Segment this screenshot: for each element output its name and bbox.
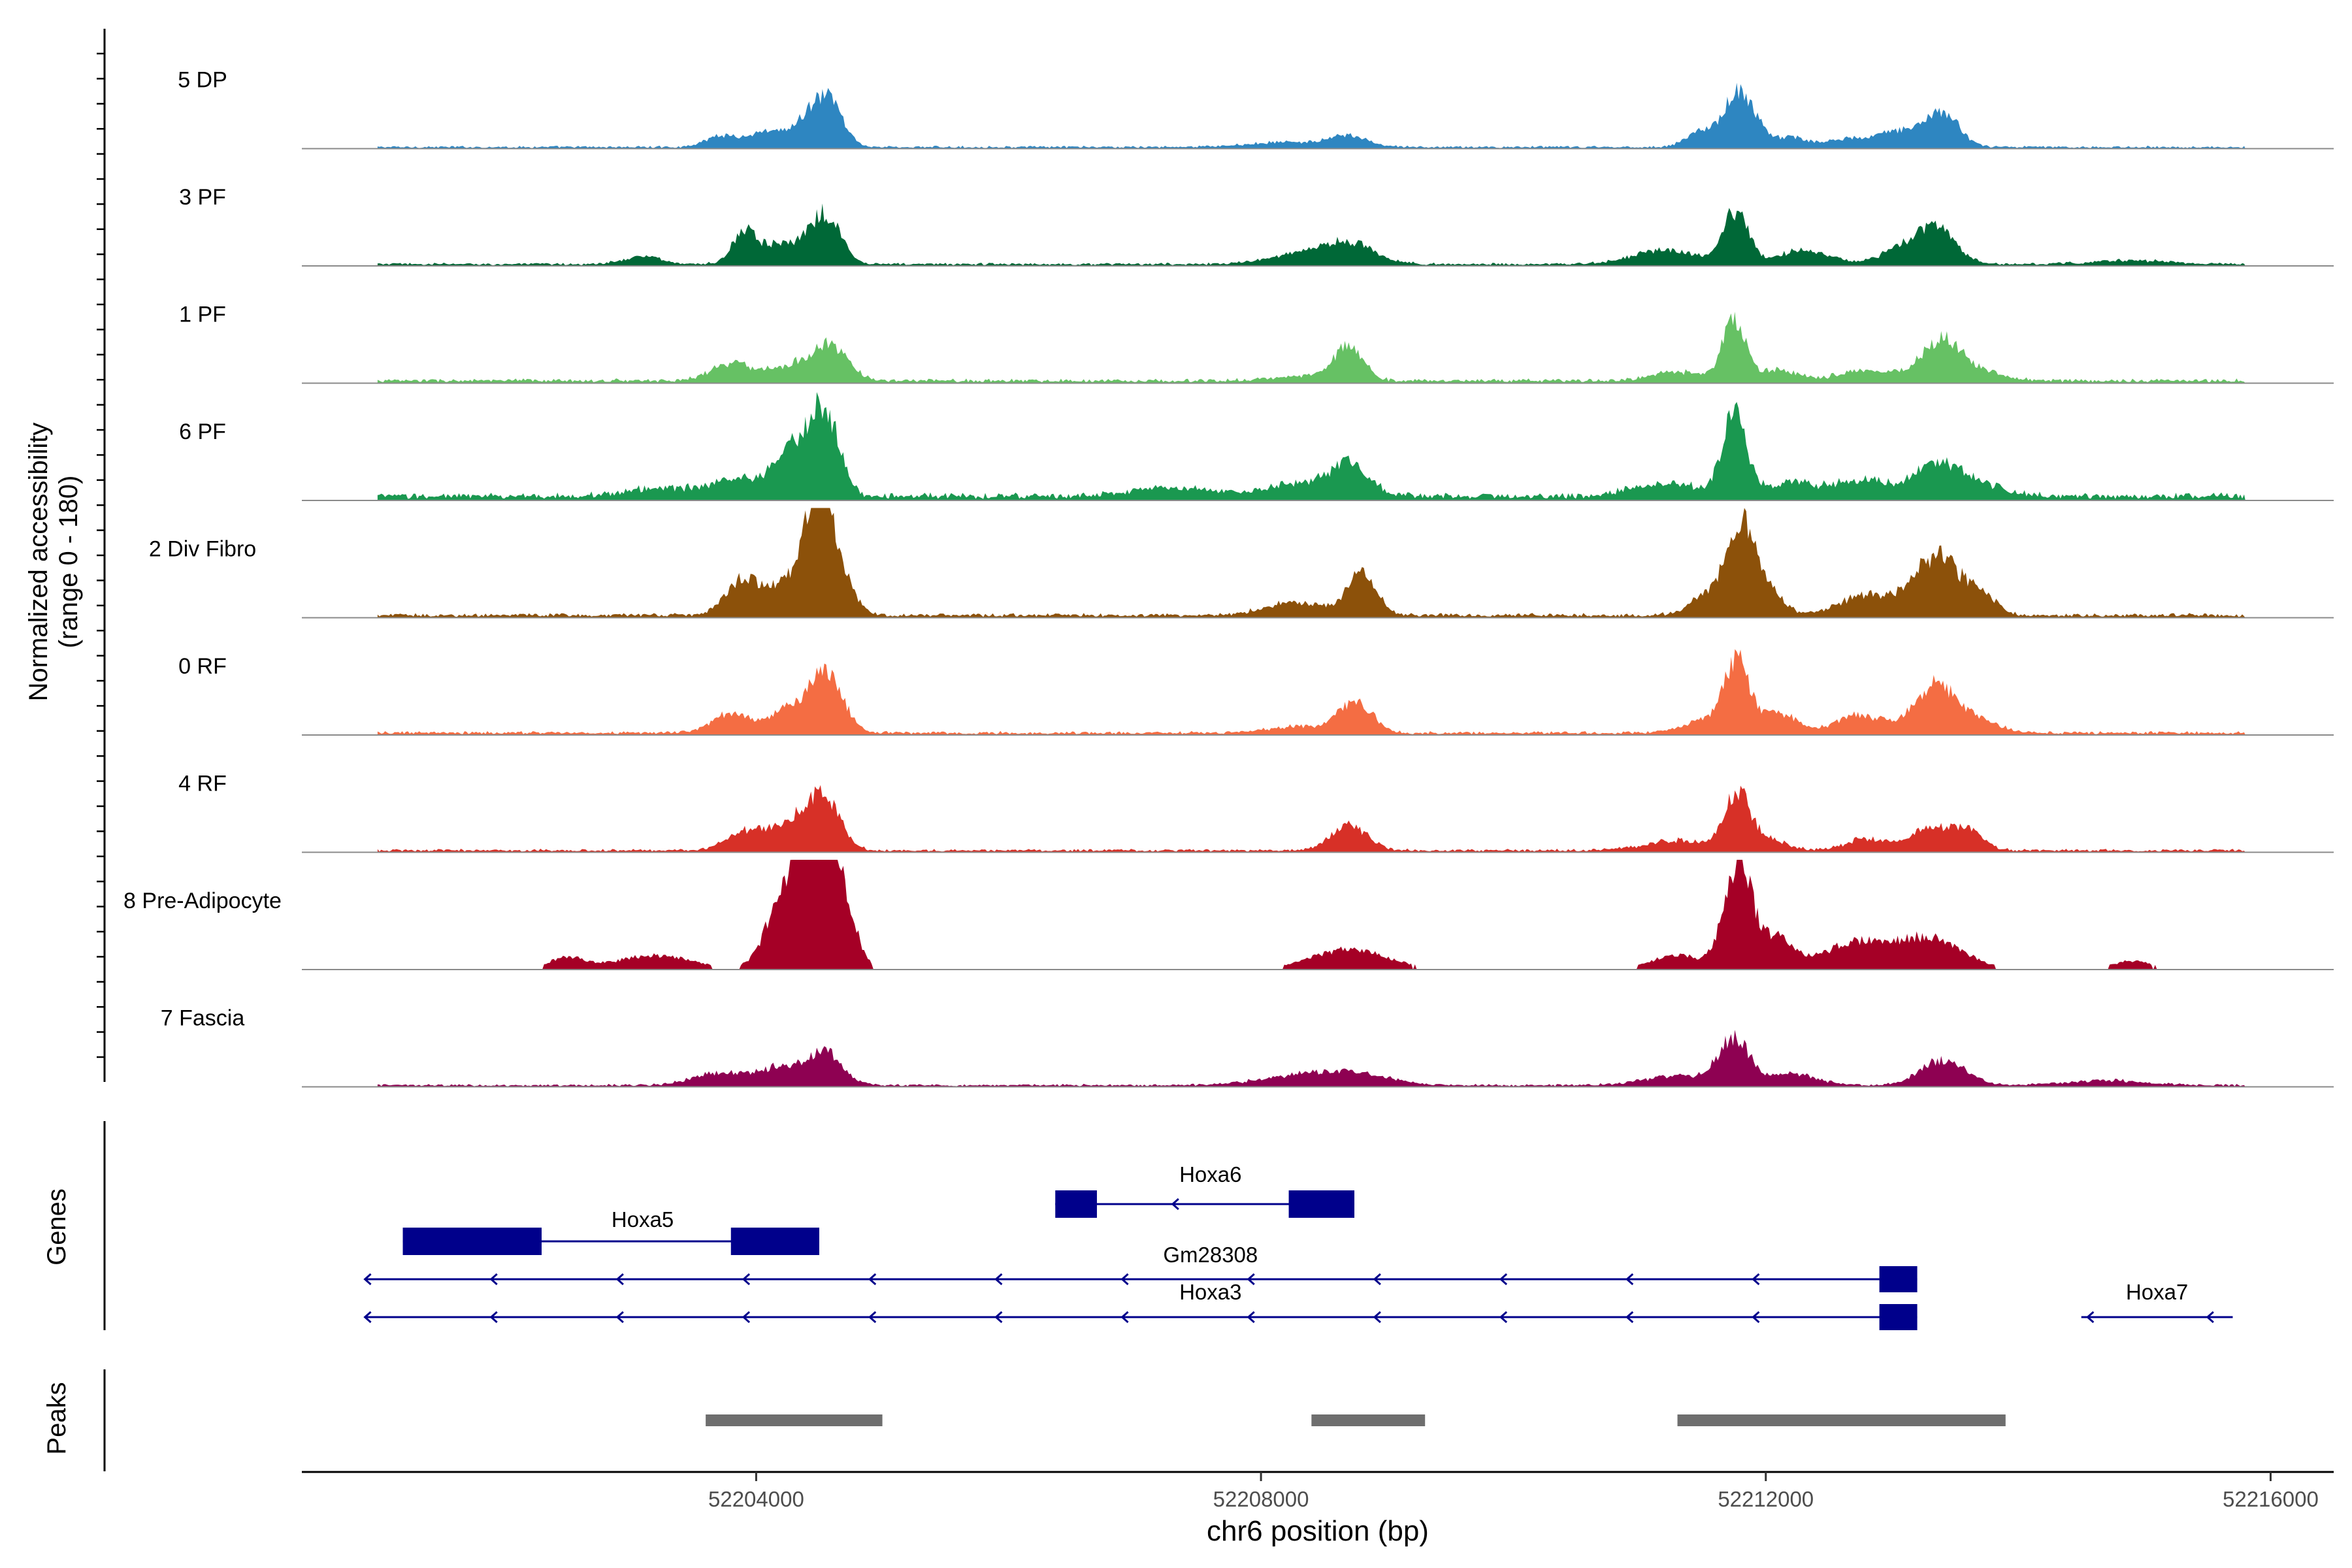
strand-arrow — [1373, 1273, 1381, 1286]
exon — [730, 1228, 819, 1255]
strand-arrow — [742, 1311, 751, 1324]
peaks-label: Peaks — [42, 1382, 71, 1454]
strand-arrow — [1499, 1273, 1508, 1286]
track-1-pf: 1 PF — [179, 302, 2334, 384]
track-6-pf: 6 PF — [179, 392, 2334, 501]
x-axis: 52204000 52208000 52212000 52216000 chr6 po… — [302, 1471, 2334, 1547]
track-5-dp: 5 DP — [178, 68, 2334, 150]
strand-arrow — [615, 1311, 624, 1324]
peak-region — [706, 1414, 883, 1426]
gene-label: Hoxa5 — [612, 1207, 674, 1232]
exon — [1288, 1190, 1355, 1218]
strand-arrow — [1499, 1311, 1508, 1324]
track-label: 0 RF — [178, 654, 227, 679]
strand-arrow — [615, 1273, 624, 1286]
exon — [402, 1228, 542, 1255]
y-axis-title-line2: (range 0 - 180) — [54, 476, 83, 649]
x-axis-ticks: 52204000 52208000 52212000 52216000 — [708, 1472, 2319, 1511]
track-label: 2 Div Fibro — [149, 537, 256, 562]
track-3-pf: 3 PF — [179, 185, 2334, 267]
track-label: 3 PF — [179, 185, 226, 210]
coverage-tracks: 5 DP 3 PF 1 PF 6 PF 2 Div Fibro 0 RF 4 RF 8 Pre… — [123, 68, 2334, 1088]
strand-arrow — [363, 1311, 372, 1324]
track-label: 8 Pre-Adipocyte — [123, 889, 282, 913]
genes-panel: Genes Hoxa5 Hoxa6 Gm28308 Hoxa3 Hoxa7 — [42, 1121, 2233, 1330]
strand-arrow — [1752, 1311, 1760, 1324]
strand-arrow — [1752, 1273, 1760, 1286]
track-7-fascia: 7 Fascia — [161, 1006, 2334, 1088]
strand-arrow — [2206, 1311, 2214, 1324]
x-tick-label: 52204000 — [708, 1487, 804, 1511]
strand-arrow — [363, 1273, 372, 1286]
strand-arrow — [489, 1273, 498, 1286]
peak-region — [1677, 1414, 2006, 1426]
track-label: 6 PF — [179, 419, 226, 444]
strand-arrow — [994, 1311, 1003, 1324]
x-axis-title: chr6 position (bp) — [1207, 1515, 1429, 1547]
exon — [1055, 1190, 1097, 1218]
coverage-y-axis — [97, 29, 106, 1082]
strand-arrow — [1120, 1273, 1129, 1286]
strand-arrow — [1247, 1311, 1255, 1324]
strand-arrow — [868, 1311, 877, 1324]
gene-hoxa3: Hoxa3 — [363, 1280, 1918, 1330]
strand-arrow — [1625, 1273, 1634, 1286]
track-area — [377, 785, 2246, 853]
track-area — [377, 508, 2246, 618]
strand-arrow — [868, 1273, 877, 1286]
peak-region — [1311, 1414, 1426, 1426]
strand-arrow — [742, 1273, 751, 1286]
strand-arrow — [1373, 1311, 1381, 1324]
gene-label: Hoxa7 — [2126, 1280, 2188, 1304]
strand-arrow — [1625, 1311, 1634, 1324]
track-area — [377, 860, 2246, 970]
strand-arrow — [1120, 1311, 1129, 1324]
gene-annotations: Hoxa5 Hoxa6 Gm28308 Hoxa3 Hoxa7 — [363, 1162, 2233, 1330]
gene-hoxa5: Hoxa5 — [402, 1207, 819, 1255]
genes-label: Genes — [42, 1188, 71, 1266]
track-label: 1 PF — [179, 302, 226, 327]
strand-arrow — [489, 1311, 498, 1324]
x-tick-label: 52208000 — [1213, 1487, 1309, 1511]
track-area — [377, 312, 2246, 384]
track-2-div-fibro: 2 Div Fibro — [149, 508, 2334, 619]
track-8-pre-adipocyte: 8 Pre-Adipocyte — [123, 860, 2334, 970]
y-axis-title: Normalized accessibility (range 0 - 180) — [24, 423, 83, 702]
y-axis-title-line1: Normalized accessibility — [24, 423, 53, 702]
x-tick-label: 52212000 — [1718, 1487, 1814, 1511]
strand-arrow — [1171, 1198, 1179, 1211]
peaks-panel: Peaks — [42, 1369, 2006, 1471]
gene-label: Gm28308 — [1163, 1243, 1258, 1267]
strand-arrow — [2086, 1311, 2095, 1324]
track-area — [377, 203, 2246, 266]
track-area — [377, 649, 2246, 735]
track-0-rf: 0 RF — [178, 649, 2334, 736]
gene-hoxa6: Hoxa6 — [1055, 1162, 1355, 1218]
track-4-rf: 4 RF — [178, 772, 2334, 853]
track-area — [377, 392, 2246, 500]
track-label: 5 DP — [178, 68, 227, 93]
gene-gm28308: Gm28308 — [363, 1243, 1918, 1292]
peak-regions — [706, 1414, 2006, 1426]
strand-arrow — [994, 1273, 1003, 1286]
track-area — [377, 82, 2246, 149]
gene-label: Hoxa6 — [1179, 1162, 1241, 1186]
x-tick-label: 52216000 — [2223, 1487, 2319, 1511]
track-label: 4 RF — [178, 772, 227, 796]
strand-arrow — [1247, 1273, 1255, 1286]
track-label: 7 Fascia — [161, 1006, 245, 1031]
exon — [1879, 1266, 1918, 1292]
track-area — [377, 1030, 2246, 1087]
gene-hoxa7: Hoxa7 — [2081, 1280, 2233, 1324]
gene-label: Hoxa3 — [1179, 1280, 1241, 1304]
exon — [1879, 1304, 1918, 1330]
